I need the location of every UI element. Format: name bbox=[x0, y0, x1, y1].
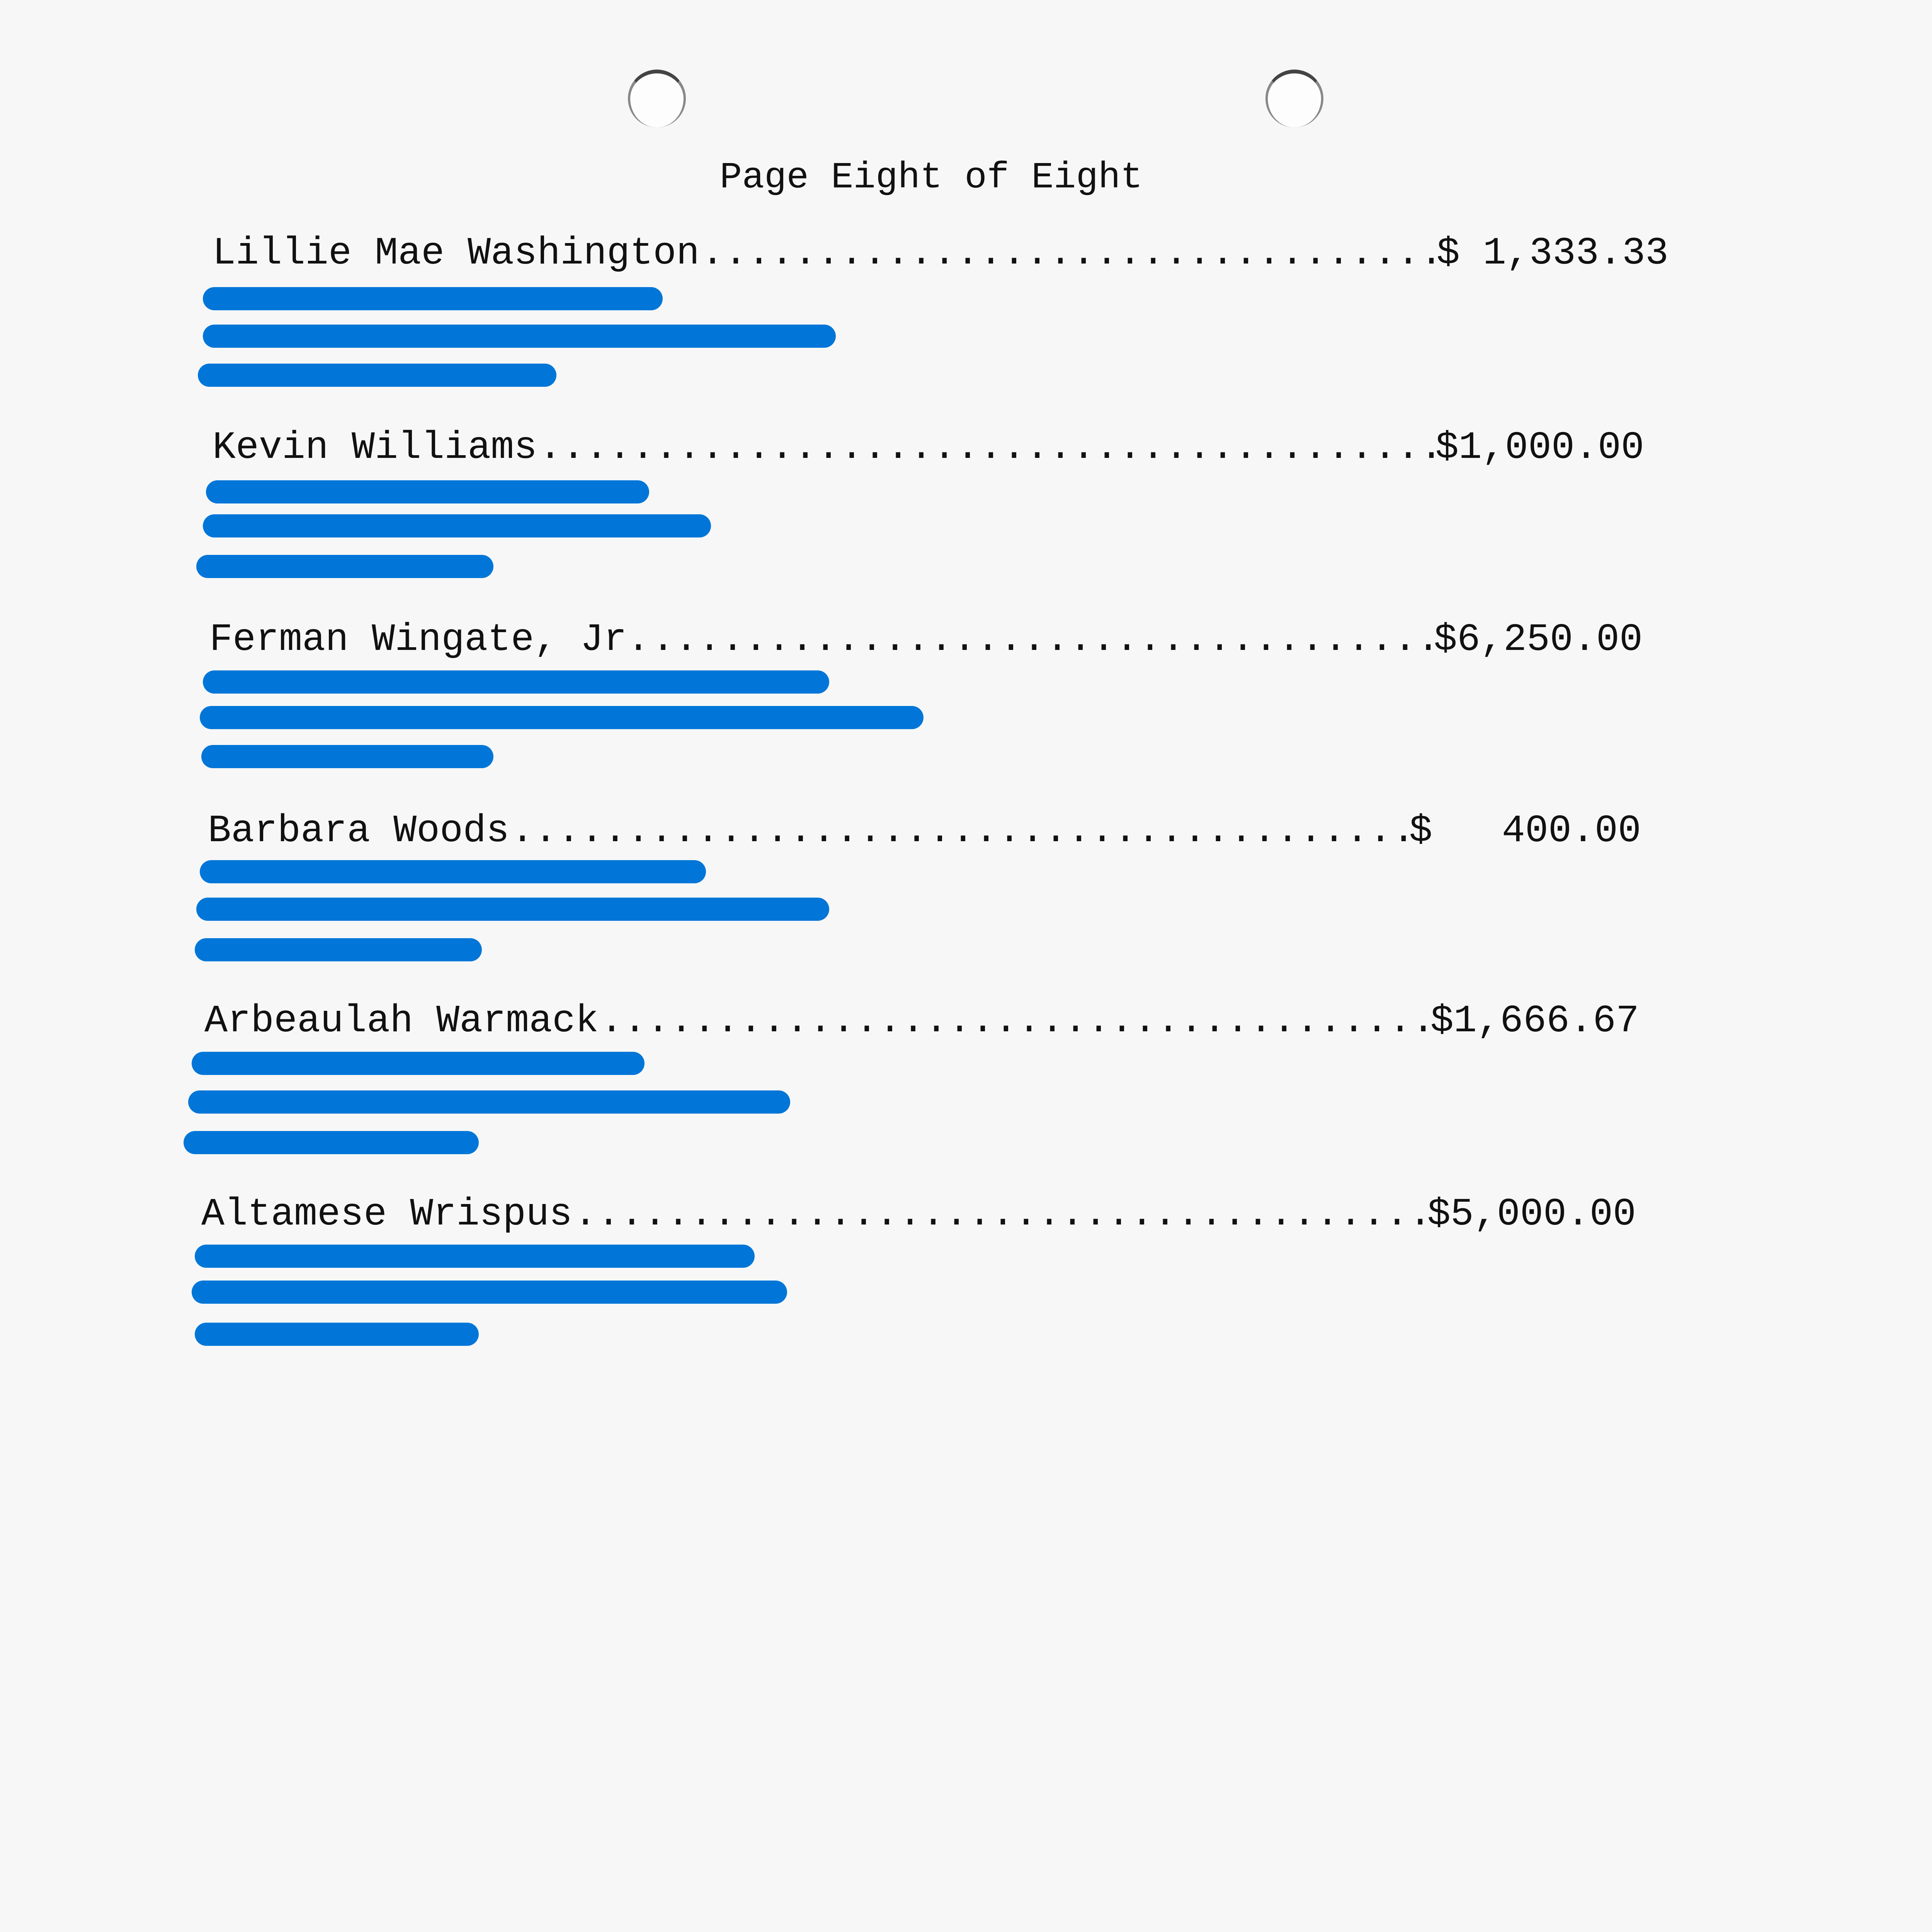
entry-name: Barbara Woods bbox=[208, 810, 510, 853]
redaction-bar bbox=[196, 898, 829, 921]
dot-leader bbox=[511, 810, 1408, 853]
entry-row: Ferman Wingate, Jr. $6,250.00 bbox=[209, 618, 1643, 662]
punch-hole-left bbox=[628, 70, 686, 128]
entry-name: Altamese Wrispus bbox=[201, 1193, 573, 1236]
redaction-bar bbox=[203, 325, 836, 348]
entry-row: Barbara Woods $ 400.00 bbox=[208, 810, 1641, 853]
entry-name: Lillie Mae Washington bbox=[213, 232, 700, 276]
entry-row: Kevin Williams $1,000.00 bbox=[213, 426, 1644, 470]
entry-row: Arbeaulah Warmack $1,666.67 bbox=[204, 1000, 1639, 1043]
dot-leader bbox=[701, 232, 1435, 276]
page-title: Page Eight of Eight bbox=[719, 156, 1143, 199]
redaction-bar bbox=[203, 287, 663, 310]
entry-amount: $5,000.00 bbox=[1427, 1193, 1636, 1236]
dot-leader bbox=[651, 618, 1432, 662]
redaction-bar bbox=[184, 1131, 479, 1154]
entry-row: Altamese Wrispus $5,000.00 bbox=[201, 1193, 1636, 1236]
redaction-bar bbox=[195, 938, 482, 961]
redaction-bar bbox=[192, 1281, 787, 1304]
redaction-bar bbox=[200, 860, 706, 883]
redaction-bar bbox=[203, 514, 711, 537]
entry-row: Lillie Mae Washington $ 1,333.33 bbox=[213, 232, 1668, 276]
redaction-bar bbox=[201, 745, 493, 768]
entry-amount: $1,666.67 bbox=[1430, 1000, 1639, 1043]
dot-leader bbox=[600, 1000, 1429, 1043]
entry-name: Arbeaulah Warmack bbox=[204, 1000, 599, 1043]
redaction-bar bbox=[198, 364, 556, 387]
redaction-bar bbox=[200, 706, 923, 729]
entry-amount: $6,250.00 bbox=[1434, 618, 1643, 662]
entry-name: Kevin Williams bbox=[213, 426, 537, 470]
punch-hole-right bbox=[1265, 70, 1323, 128]
redaction-bar bbox=[195, 1323, 479, 1346]
redaction-bar bbox=[203, 670, 829, 694]
entry-amount: $ 1,333.33 bbox=[1436, 232, 1668, 276]
dot-leader bbox=[539, 426, 1434, 470]
entry-name: Ferman Wingate, Jr. bbox=[209, 618, 650, 662]
dot-leader bbox=[574, 1193, 1426, 1236]
entry-amount: $1,000.00 bbox=[1435, 426, 1644, 470]
redaction-bar bbox=[192, 1052, 645, 1075]
redaction-bar bbox=[196, 555, 493, 578]
redaction-bar bbox=[206, 480, 649, 503]
redaction-bar bbox=[188, 1090, 790, 1114]
redaction-bar bbox=[195, 1245, 755, 1268]
entry-amount: $ 400.00 bbox=[1409, 810, 1641, 853]
